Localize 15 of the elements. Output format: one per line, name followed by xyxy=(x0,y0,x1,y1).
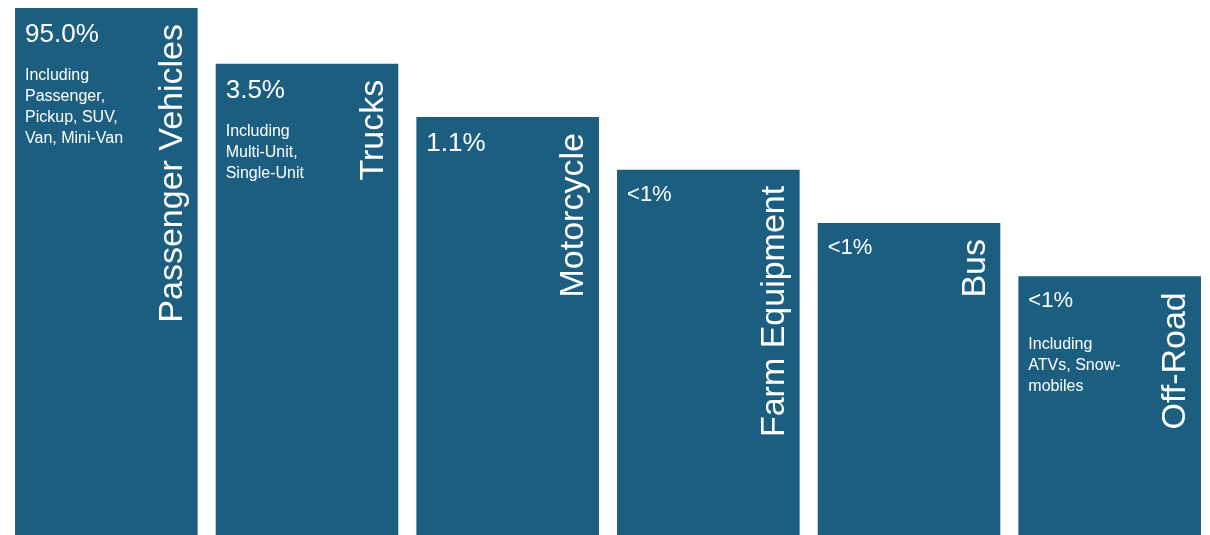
x-tick-label: Trucks xyxy=(351,79,390,181)
x-tick-label: Bus xyxy=(953,239,992,298)
annotation: Including ATVs, Snow-mobiles xyxy=(1028,334,1121,394)
annotation: Including Multi-Unit, Single-Unit xyxy=(225,122,305,182)
annotation: 95.0% xyxy=(25,18,99,49)
x-tick-label: Off-Road xyxy=(1154,292,1193,430)
x-tick-label: Farm Equipment xyxy=(753,185,792,438)
annotation: <1% xyxy=(1028,287,1074,313)
x-tick-label: Passenger Vehicles xyxy=(151,24,190,323)
x-tick-label: Motorcycle xyxy=(552,133,591,298)
annotation: Including Passenger, Pickup, SUV, Van, Mini-Van xyxy=(25,66,124,147)
annotation: 3.5% xyxy=(225,74,285,105)
annotation: <1% xyxy=(827,234,873,260)
annotation: 1.1% xyxy=(426,127,486,158)
annotation: <1% xyxy=(627,180,672,206)
